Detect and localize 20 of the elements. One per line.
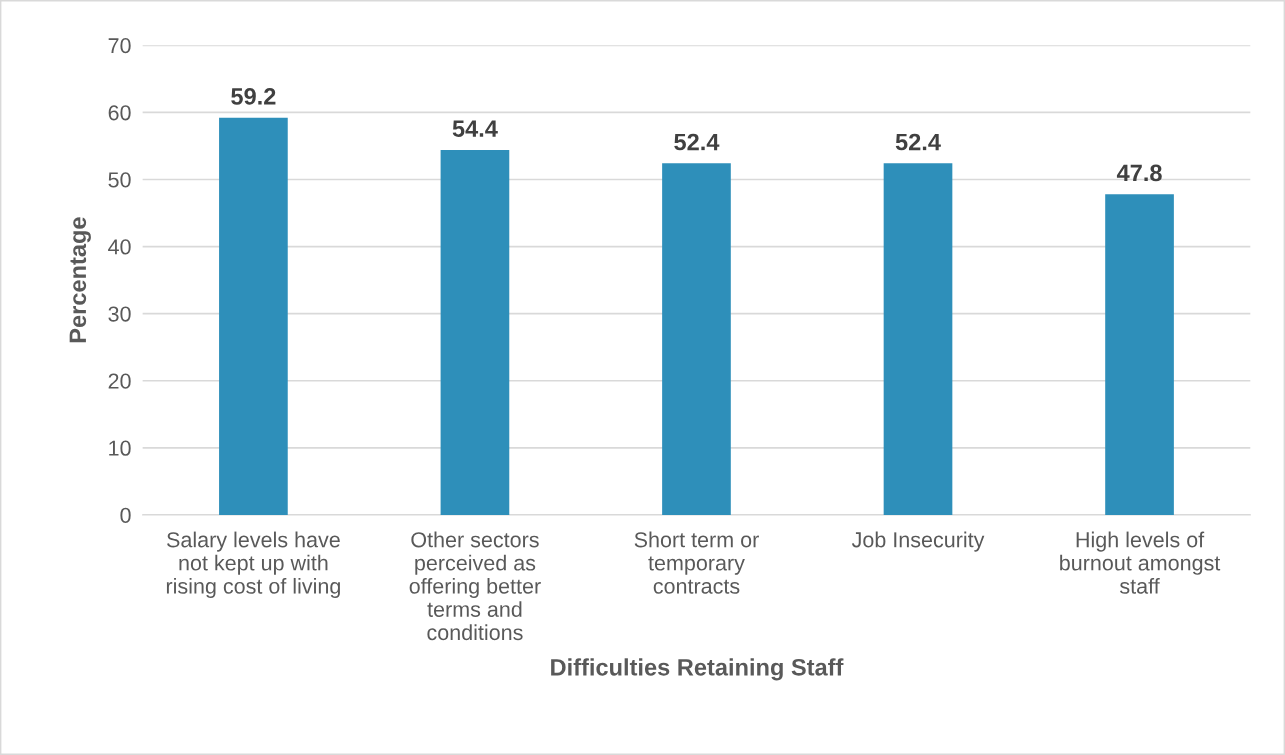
x-tick-label: Other sectors perceived as offering better terms and conditions — [409, 531, 541, 641]
x-tick-label: Short term or temporary contracts — [634, 531, 759, 594]
x-tick-label: Salary levels have not kept up with rising cost of living — [166, 531, 340, 599]
x-tick-label: Job Insecurity — [851, 531, 985, 552]
y-tick-label: 50 — [108, 172, 131, 188]
y-tick-label: 30 — [108, 306, 131, 322]
x-axis-title: Difficulties Retaining Staff — [551, 658, 844, 681]
y-tick-label: 60 — [108, 105, 131, 121]
data-label: 47.8 — [1116, 164, 1162, 182]
y-axis-title: Percentage — [69, 217, 91, 343]
x-tick-label: High levels of burnout amongst staff — [1060, 531, 1221, 594]
data-label: 52.4 — [895, 133, 941, 151]
data-label: 54.4 — [452, 120, 498, 137]
y-tick-label: 40 — [108, 239, 131, 255]
data-label: 52.4 — [674, 133, 720, 151]
data-label: 59.2 — [231, 88, 276, 105]
y-tick-label: 20 — [108, 373, 131, 389]
y-tick-label: 10 — [109, 440, 131, 456]
y-tick-label: 0 — [120, 507, 131, 523]
y-tick-label: 70 — [108, 38, 131, 54]
